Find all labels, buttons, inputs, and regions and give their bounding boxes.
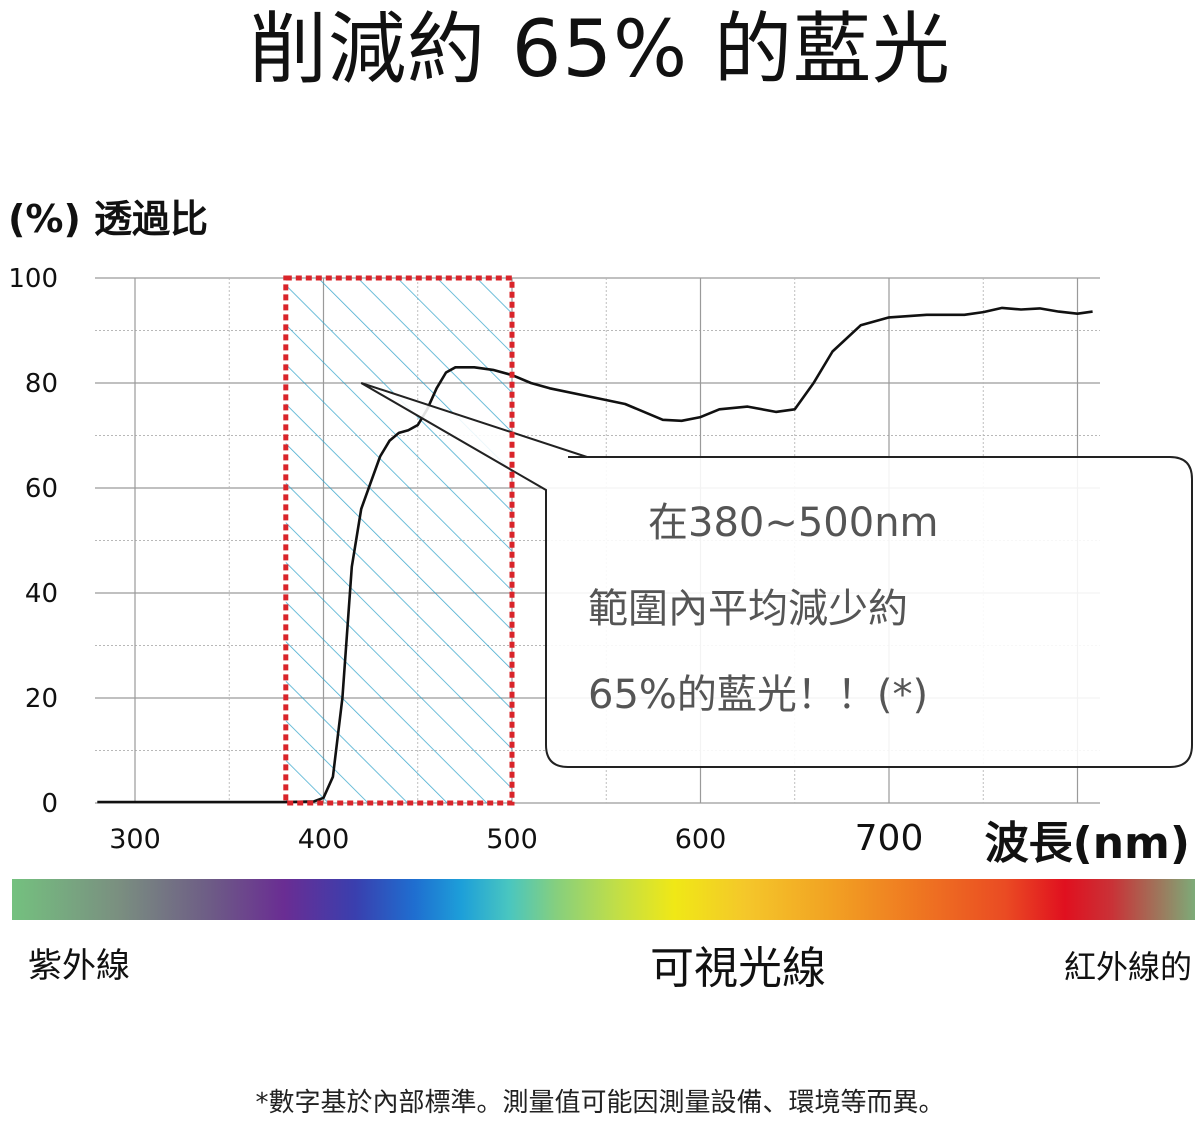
x-tick-label: 500 xyxy=(486,824,538,855)
blue-light-range-box xyxy=(283,275,515,806)
x-tick-label: 600 xyxy=(675,824,727,855)
x-axis-label: 波長(nm) xyxy=(985,818,1190,869)
x-tick-label: 400 xyxy=(298,824,350,855)
x-tick-label: 700 xyxy=(855,818,924,859)
callout-text-line: 65%的藍光！！(*) xyxy=(588,672,928,718)
x-tick-label: 300 xyxy=(109,824,161,855)
y-tick-label: 60 xyxy=(25,474,58,504)
ultraviolet-label: 紫外線 xyxy=(28,946,130,986)
callout-box xyxy=(360,382,1193,768)
y-tick-label: 100 xyxy=(8,264,58,294)
footnote: *數字基於內部標準。測量值可能因測量設備、環境等而異。 xyxy=(255,1088,945,1118)
callout-text-line: 範圍內平均減少約 xyxy=(588,586,908,632)
y-axis-label: (%) 透過比 xyxy=(8,197,209,241)
visible-light-label: 可視光線 xyxy=(650,943,826,994)
y-tick-label: 0 xyxy=(41,789,58,819)
y-tick-label: 80 xyxy=(25,369,58,399)
light-spectrum-bar xyxy=(12,879,1195,920)
transmittance-curve xyxy=(97,306,1093,804)
y-tick-label: 40 xyxy=(25,579,58,609)
infrared-label: 紅外線的 xyxy=(1063,948,1192,986)
blue-light-hatch xyxy=(285,278,512,803)
transmittance-chart: 0 20 40 60 80 100 300 400 500 600 700 在380~500nm 範圍… xyxy=(8,264,1193,869)
y-tick-label: 20 xyxy=(25,684,58,714)
page-title: 削減約 65% 的藍光 xyxy=(249,5,951,95)
callout-text-line: 在380~500nm xyxy=(648,500,939,546)
